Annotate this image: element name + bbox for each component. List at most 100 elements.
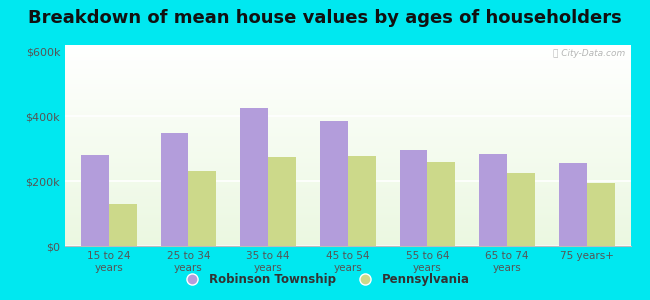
Bar (65, 200, 630, 202)
Bar (65, 188, 630, 190)
Bar (65, 160, 630, 162)
Bar (65, 144, 630, 145)
Bar (65, 245, 630, 246)
Bar (65, 105, 630, 106)
Bar (65, 60, 630, 61)
Bar (65, 106, 630, 108)
Bar (65, 50, 630, 52)
Bar (65, 147, 630, 148)
Bar (65, 128, 630, 129)
Bar (65, 49, 630, 50)
Bar (65, 180, 630, 182)
Bar (65, 155, 630, 156)
Bar (65, 61, 630, 62)
Bar (65, 122, 630, 123)
Bar (65, 57, 630, 58)
Bar (65, 179, 630, 180)
Bar (65, 152, 630, 154)
Bar (65, 211, 630, 212)
Bar (65, 70, 630, 72)
Bar (65, 163, 630, 164)
Bar (65, 119, 630, 120)
Bar (65, 162, 630, 163)
Bar (65, 136, 630, 137)
Bar (65, 88, 630, 89)
Bar (65, 159, 630, 160)
Bar (65, 178, 630, 179)
Bar (81, 155, 109, 246)
Bar (65, 135, 630, 136)
Bar (65, 103, 630, 104)
Bar (65, 219, 630, 220)
Bar (65, 74, 630, 76)
Bar (65, 225, 630, 226)
Bar (65, 220, 630, 222)
Bar (65, 164, 630, 166)
Bar (65, 196, 630, 198)
Bar (65, 104, 630, 105)
Bar (65, 108, 630, 109)
Bar (65, 215, 630, 217)
Bar (65, 205, 630, 206)
Bar (65, 89, 630, 91)
Bar (65, 79, 630, 80)
Bar (65, 191, 630, 192)
Bar (479, 154, 507, 246)
Bar (65, 52, 630, 53)
Bar (65, 210, 630, 211)
Bar (65, 66, 630, 68)
Bar (65, 198, 630, 199)
Text: Breakdown of mean house values by ages of householders: Breakdown of mean house values by ages o… (28, 9, 622, 27)
Bar (65, 132, 630, 134)
Bar (65, 140, 630, 142)
Bar (65, 82, 630, 84)
Bar (65, 243, 630, 245)
Bar (65, 127, 630, 128)
Bar (65, 143, 630, 144)
Bar (65, 222, 630, 223)
Bar (65, 68, 630, 69)
Bar (65, 149, 630, 151)
Bar (65, 217, 630, 218)
Bar (65, 187, 630, 188)
Bar (65, 123, 630, 124)
Bar (65, 94, 630, 96)
Bar (65, 183, 630, 184)
Bar (65, 176, 630, 178)
Bar (65, 45, 630, 46)
Bar (507, 173, 535, 246)
Bar (65, 146, 630, 147)
Bar (65, 212, 630, 214)
Bar (559, 163, 587, 246)
Bar (65, 167, 630, 168)
Bar (65, 168, 630, 169)
Bar (65, 131, 630, 132)
Bar (65, 142, 630, 143)
Bar (65, 184, 630, 186)
Bar (65, 100, 630, 101)
Bar (65, 203, 630, 205)
Bar (65, 116, 630, 117)
Bar (65, 241, 630, 242)
Bar (65, 48, 630, 49)
Bar (65, 101, 630, 103)
Bar (65, 99, 630, 100)
Bar (65, 124, 630, 125)
Bar (320, 121, 348, 246)
Bar (65, 239, 630, 241)
Bar (65, 230, 630, 231)
Bar (428, 162, 455, 246)
Bar (65, 134, 630, 135)
Text: ⓘ City-Data.com: ⓘ City-Data.com (552, 49, 625, 58)
Bar (65, 77, 630, 79)
Bar (65, 238, 630, 239)
Bar (188, 171, 216, 246)
Bar (65, 81, 630, 83)
Bar (65, 54, 630, 56)
Bar (65, 151, 630, 152)
Bar (65, 64, 630, 65)
Bar (65, 190, 630, 191)
Bar (65, 129, 630, 131)
Bar (65, 93, 630, 94)
Bar (65, 137, 630, 139)
